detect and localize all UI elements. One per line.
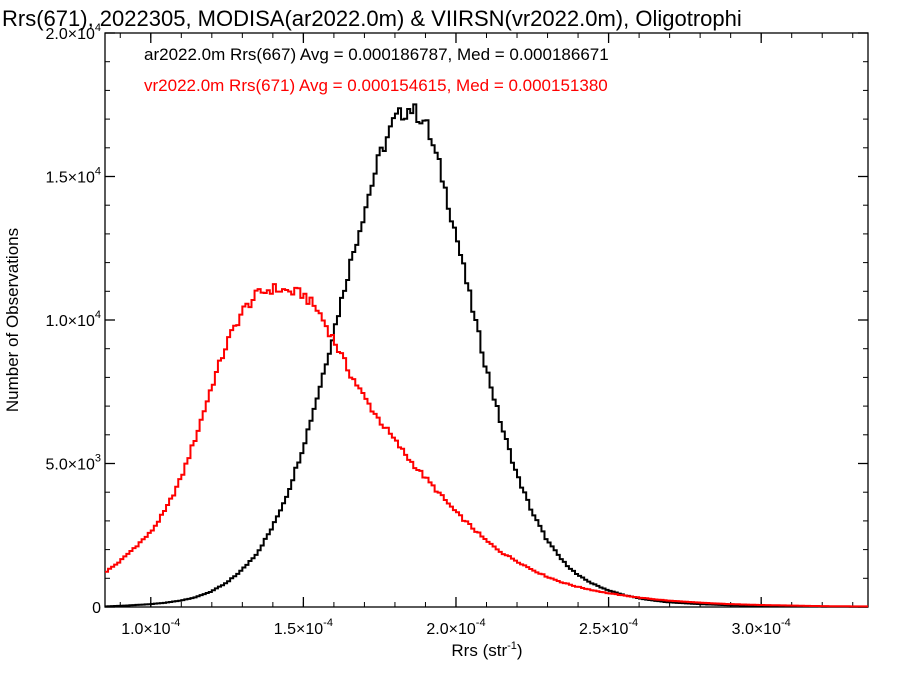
y-tick-label: 2.0×104 — [45, 22, 101, 43]
chart-title: Rrs(671), 2022305, MODISA(ar2022.0m) & V… — [2, 6, 742, 31]
plot-frame — [104, 32, 869, 608]
legend-entry-ar2022: ar2022.0m Rrs(667) Avg = 0.000186787, Me… — [144, 45, 609, 64]
legend: ar2022.0m Rrs(667) Avg = 0.000186787, Me… — [144, 45, 609, 95]
y-tick-label: 0 — [92, 600, 101, 617]
title: Rrs(671), 2022305, MODISA(ar2022.0m) & V… — [2, 6, 742, 31]
x-tick-label: 3.0×10-4 — [732, 617, 791, 638]
x-axis-label: Rrs (str-1) — [451, 640, 522, 660]
series-vr2022-line — [105, 283, 868, 608]
series-ar2022-line — [105, 103, 868, 608]
plot-area — [104, 32, 869, 608]
y-axis-label: Number of Observations — [3, 228, 22, 412]
y-tick-label: 5.0×103 — [45, 453, 101, 474]
x-tick-label: 2.0×10-4 — [426, 617, 485, 638]
x-tick-label: 1.5×10-4 — [274, 617, 333, 638]
y-tick-label: 1.5×104 — [45, 166, 101, 187]
x-axis: 1.0×10-4 1.5×10-4 2.0×10-4 2.5×10-4 3.0×10-4 — [119, 33, 854, 638]
x-tick-label: 2.5×10-4 — [579, 617, 638, 638]
y-axis-title: Number of Observations — [3, 228, 22, 412]
x-axis-title: Rrs (str-1) — [451, 640, 522, 660]
series-layer — [105, 103, 868, 608]
y-axis: 0 5.0×103 1.0×104 1.5×104 2.0×104 — [45, 22, 868, 617]
y-tick-label: 1.0×104 — [45, 309, 101, 330]
x-tick-label: 1.0×10-4 — [121, 617, 180, 638]
legend-entry-vr2022: vr2022.0m Rrs(671) Avg = 0.000154615, Me… — [144, 76, 608, 95]
